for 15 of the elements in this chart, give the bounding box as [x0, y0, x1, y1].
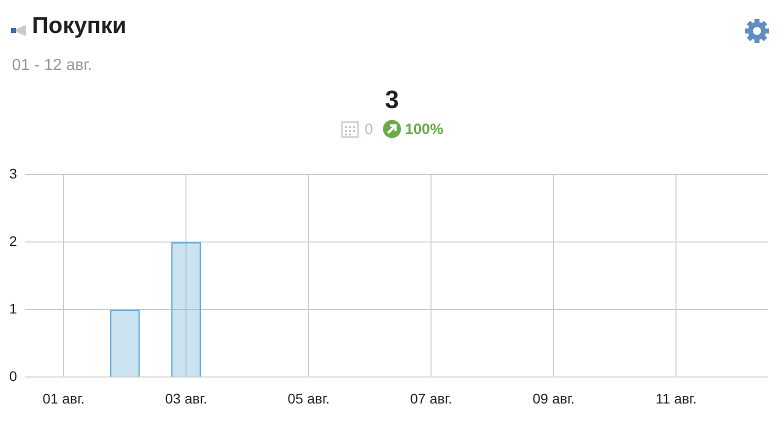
- y-tick-label: 1: [9, 300, 18, 316]
- text: 100%: [404, 120, 444, 138]
- y-tick-label: 2: [9, 232, 18, 249]
- chart-title: Покупки: [32, 12, 126, 39]
- x-tick-label: 11 авг.: [656, 390, 697, 406]
- text: 0: [364, 120, 373, 138]
- x-tick-label: 07 авг.: [410, 390, 452, 406]
- y-tick-label: 3: [9, 165, 18, 182]
- chart-subtitle: 01 - 12 авг.: [12, 57, 92, 75]
- x-tick-label: 05 авг.: [288, 390, 330, 406]
- x-tick-label: 03 авг.: [165, 390, 208, 406]
- x-tick-label: 01 авг.: [42, 390, 85, 406]
- y-tick-label: 0: [9, 368, 18, 384]
- text: 3: [384, 86, 400, 115]
- x-tick-label: 09 авг.: [532, 390, 575, 406]
